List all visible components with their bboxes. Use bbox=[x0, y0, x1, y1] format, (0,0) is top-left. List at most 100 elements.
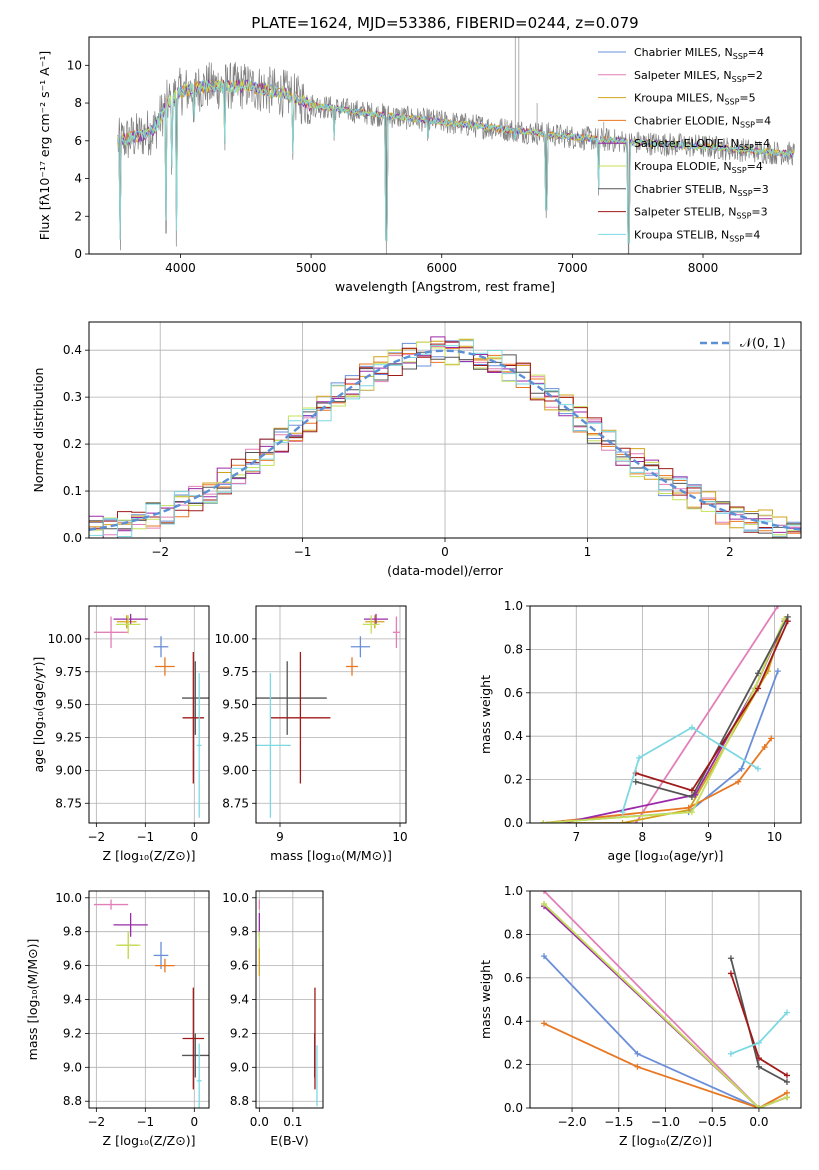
y-tick-label: 9.2 bbox=[63, 1026, 82, 1040]
y-tick-label: 1.0 bbox=[504, 599, 523, 613]
plot-area bbox=[93, 613, 209, 818]
x-axis-label: Z [log₁₀(Z/Z⊙)] bbox=[619, 1133, 712, 1148]
y-tick-label: 9.75 bbox=[222, 665, 249, 679]
series-marker bbox=[761, 744, 768, 751]
x-axis-label: E(B-V) bbox=[270, 1133, 309, 1148]
series-marker bbox=[783, 1072, 790, 1079]
y-tick-label: 10.0 bbox=[55, 891, 82, 905]
x-tick-label: 0.0 bbox=[749, 1115, 768, 1129]
y-tick-label: 1.0 bbox=[504, 884, 523, 898]
series-marker bbox=[685, 804, 692, 811]
x-tick-label: 6000 bbox=[426, 261, 457, 275]
errorbar-salpeter_miles bbox=[93, 616, 129, 649]
series-marker bbox=[727, 1050, 734, 1057]
errorbar-salpeter_stelib bbox=[182, 652, 205, 784]
series-marker bbox=[632, 778, 639, 785]
y-tick-label: 0.1 bbox=[63, 484, 82, 498]
x-tick-label: −1 bbox=[294, 545, 312, 559]
legend-entry: Chabrier STELIB, NSSP=3 bbox=[634, 183, 769, 198]
series-marker bbox=[688, 724, 695, 731]
series-marker bbox=[688, 787, 695, 794]
series-marker bbox=[774, 606, 781, 609]
x-tick-label: 8 bbox=[639, 830, 647, 844]
errorbar-salpeter_miles bbox=[392, 616, 400, 649]
x-tick-label: 1 bbox=[584, 545, 592, 559]
y-tick-label: 8.75 bbox=[55, 796, 82, 810]
series-marker bbox=[541, 953, 548, 960]
errorbar-kroupa_stelib bbox=[196, 1043, 202, 1108]
x-tick-label: 7000 bbox=[557, 261, 588, 275]
y-tick-label: 8.8 bbox=[63, 1094, 82, 1108]
y-tick-label: 0.8 bbox=[504, 642, 523, 656]
errorbar-kroupa_elodie bbox=[362, 615, 380, 634]
errorbar-kroupa_elodie bbox=[115, 615, 141, 634]
x-tick-label: 5000 bbox=[296, 261, 327, 275]
y-tick-label: 10.00 bbox=[215, 632, 249, 646]
errorbar-chabrier_miles bbox=[153, 636, 169, 658]
series-marker bbox=[541, 901, 548, 908]
y-tick-label: 9.8 bbox=[230, 925, 249, 939]
y-tick-label: 0.8 bbox=[504, 927, 523, 941]
x-tick-label: −2 bbox=[151, 545, 169, 559]
errorbar-chabrier_stelib bbox=[256, 661, 327, 735]
y-tick-label: 0.2 bbox=[504, 773, 523, 787]
series-line-salpeter_miles bbox=[635, 606, 779, 823]
axes-frame bbox=[529, 605, 802, 824]
x-tick-label: 4000 bbox=[165, 261, 196, 275]
y-axis-label: age [log₁₀(age/yr)] bbox=[31, 657, 46, 773]
y-tick-label: 10 bbox=[67, 58, 82, 72]
series-line-salpeter_stelib bbox=[635, 620, 789, 792]
series-line-salpeter_miles bbox=[543, 891, 760, 1108]
errorbar-salpeter_stelib bbox=[182, 987, 205, 1090]
y-tick-label: 0.4 bbox=[504, 1014, 523, 1028]
y-tick-label: 0.4 bbox=[63, 343, 82, 357]
chart-weight_vs_age: 7 8 9 10 0.0 0.2 0.4 0.6 0.8 1.0 age [log₁₀(age/yr… bbox=[478, 599, 802, 863]
x-tick-label: 0 bbox=[441, 545, 449, 559]
series-marker bbox=[727, 970, 734, 977]
errorbar-chabrier_stelib bbox=[182, 661, 209, 735]
errorbar-salpeter_elodie bbox=[113, 613, 148, 625]
errorbar-chabrier_elodie bbox=[155, 657, 175, 676]
x-tick-label: 10 bbox=[392, 830, 407, 844]
errorbar-salpeter_elodie bbox=[113, 913, 148, 937]
legend-entry: Salpeter MILES, NSSP=2 bbox=[634, 69, 763, 84]
y-tick-label: 0.0 bbox=[504, 816, 523, 830]
x-axis-label: (data-model)/error bbox=[387, 563, 504, 578]
plot-area bbox=[258, 899, 318, 1107]
histogram-salpeter_stelib bbox=[89, 341, 801, 538]
y-tick-label: 9.4 bbox=[63, 993, 82, 1007]
y-axis-label: Normed distribution bbox=[31, 368, 46, 493]
legend-entry: Salpeter ELODIE, NSSP=4 bbox=[634, 137, 770, 152]
series-marker bbox=[783, 1009, 790, 1016]
plot-area bbox=[89, 336, 801, 538]
x-tick-label: −1 bbox=[136, 830, 154, 844]
y-tick-label: 0 bbox=[74, 247, 82, 261]
y-tick-label: 9.25 bbox=[55, 731, 82, 745]
x-tick-label: −2 bbox=[87, 830, 105, 844]
plot-area bbox=[117, 37, 795, 254]
axes-frame bbox=[529, 890, 802, 1109]
plot-area bbox=[541, 891, 790, 1108]
y-tick-label: 9.0 bbox=[230, 1060, 249, 1074]
axes-frame bbox=[255, 890, 324, 1109]
y-tick-label: 10.00 bbox=[48, 632, 82, 646]
errorbar-salpeter_elodie bbox=[364, 613, 388, 625]
x-tick-label: 0.0 bbox=[250, 1115, 269, 1129]
series-marker bbox=[783, 1094, 790, 1101]
series-marker bbox=[755, 1055, 762, 1062]
series-marker bbox=[619, 820, 626, 823]
chart-age_vs_Z: −2 −1 0 8.75 9.00 9.25 9.50 9.75 10.00 Z [log₁₀(Z… bbox=[31, 605, 210, 863]
x-tick-label: 9 bbox=[276, 830, 284, 844]
y-tick-label: 10.0 bbox=[222, 891, 249, 905]
y-tick-label: 0.3 bbox=[63, 390, 82, 404]
y-axis-label: mass weight bbox=[478, 960, 493, 1039]
y-tick-label: 9.2 bbox=[230, 1026, 249, 1040]
y-tick-label: 9.6 bbox=[63, 959, 82, 973]
y-tick-label: 8.8 bbox=[230, 1094, 249, 1108]
series-line-chabrier_miles bbox=[543, 955, 760, 1108]
y-tick-label: 0.6 bbox=[504, 971, 523, 985]
x-tick-label: −1.5 bbox=[604, 1115, 633, 1129]
axes-frame bbox=[88, 605, 210, 824]
axes-frame bbox=[255, 605, 407, 824]
